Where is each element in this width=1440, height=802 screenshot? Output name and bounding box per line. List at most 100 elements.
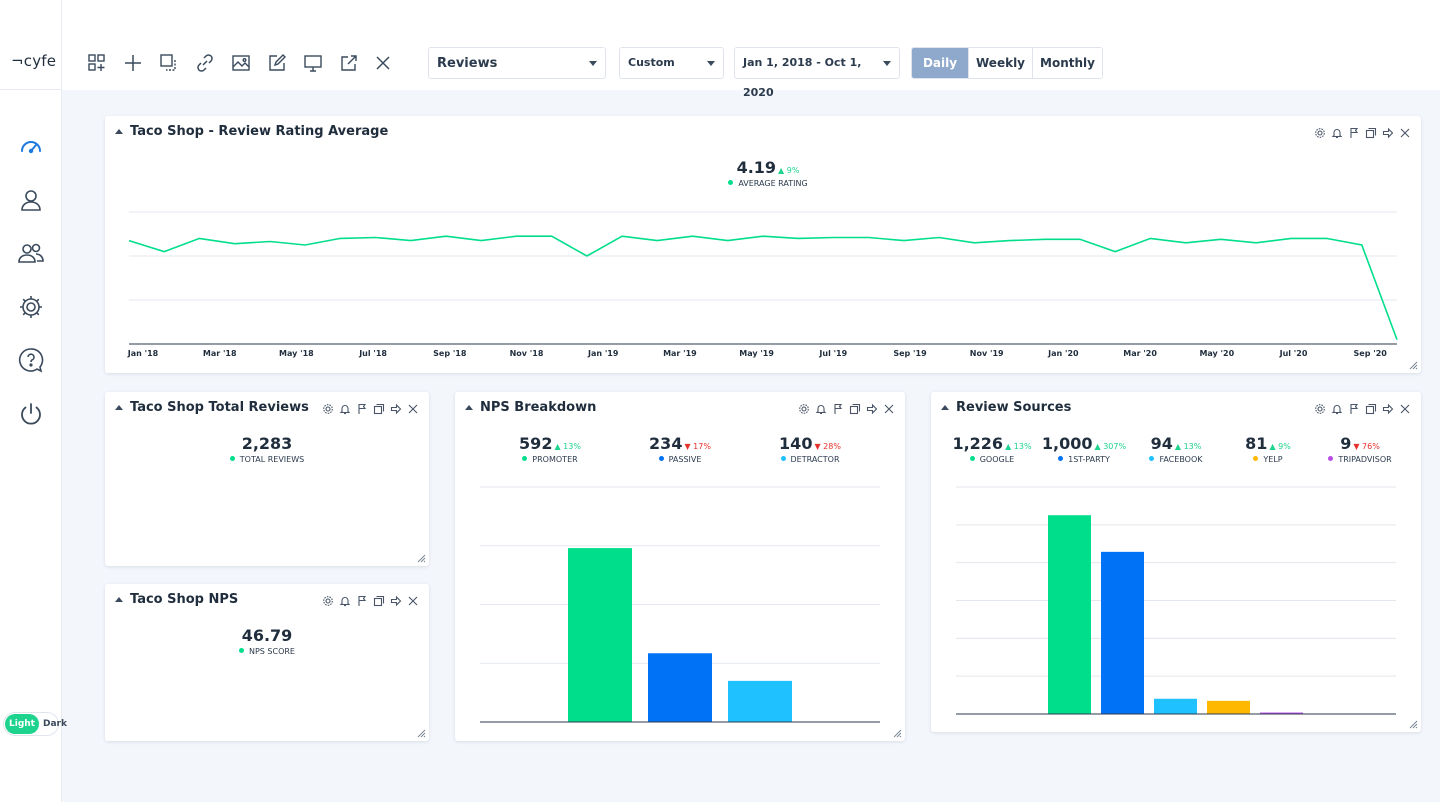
period-weekly-button[interactable]: Weekly [968, 48, 1033, 78]
close-icon[interactable] [406, 594, 419, 607]
widget-header[interactable]: NPS Breakdown [465, 400, 596, 415]
bar-facebook[interactable] [1154, 698, 1197, 714]
collapse-icon[interactable] [465, 405, 473, 410]
settings-icon[interactable] [1313, 402, 1326, 415]
copy-icon[interactable] [1364, 402, 1377, 415]
dashboard-speedometer-icon[interactable] [15, 130, 47, 162]
chevron-down-icon [707, 61, 715, 66]
settings-icon[interactable] [321, 402, 334, 415]
flag-icon[interactable] [355, 402, 368, 415]
widget-tools [321, 402, 419, 415]
x-tick-label: Sep '19 [893, 349, 927, 358]
link-icon[interactable] [193, 51, 217, 75]
export-arrow-icon[interactable] [389, 402, 402, 415]
theme-toggle[interactable]: Light Dark [3, 712, 67, 736]
collapse-icon[interactable] [115, 597, 123, 602]
collapse-icon[interactable] [941, 405, 949, 410]
period-monthly-button[interactable]: Monthly [1032, 48, 1102, 78]
bell-icon[interactable] [338, 594, 351, 607]
kpi-tripadvisor: 9 ▼ 76% TRIPADVISOR [1314, 434, 1406, 464]
resize-handle-icon[interactable] [1409, 361, 1418, 370]
widget-header[interactable]: Taco Shop NPS [115, 592, 238, 607]
gear-icon[interactable] [15, 291, 47, 323]
widget-header[interactable]: Taco Shop Total Reviews [115, 400, 309, 415]
resize-handle-icon[interactable] [1409, 720, 1418, 729]
flag-icon[interactable] [355, 594, 368, 607]
widget-header[interactable]: Taco Shop - Review Rating Average [115, 124, 388, 139]
bar-yelp[interactable] [1207, 700, 1250, 714]
export-arrow-icon[interactable] [389, 594, 402, 607]
widget-header[interactable]: Review Sources [941, 400, 1071, 415]
bar-google[interactable] [1048, 515, 1091, 714]
top-toolbar: Reviews Custom Jan 1, 2018 - Oct 1, 2020… [62, 0, 1440, 99]
kpi-value: 4.19 [736, 158, 777, 177]
legend-dot [229, 456, 235, 461]
close-icon[interactable] [882, 402, 895, 415]
x-tick-label: Jul '19 [818, 349, 847, 358]
settings-icon[interactable] [1313, 126, 1326, 139]
add-widget-icon[interactable] [85, 51, 109, 75]
help-icon[interactable] [15, 344, 47, 376]
close-icon[interactable] [1398, 402, 1411, 415]
copy-icon[interactable] [372, 594, 385, 607]
dashboard-select[interactable]: Reviews [428, 47, 606, 79]
widget-tools [797, 402, 895, 415]
x-tick-label: Mar '19 [663, 349, 697, 358]
duplicate-icon[interactable] [157, 51, 181, 75]
theme-dark-option[interactable]: Dark [42, 719, 67, 729]
resize-handle-icon[interactable] [417, 554, 426, 563]
copy-icon[interactable] [372, 402, 385, 415]
power-icon[interactable] [15, 398, 47, 430]
kpi-change: ▼ 28% [814, 442, 841, 451]
x-tick-label: Jan '19 [587, 349, 619, 358]
share-icon[interactable] [337, 51, 361, 75]
user-icon[interactable] [15, 184, 47, 216]
kpi-value: 94 [1150, 434, 1173, 453]
users-group-icon[interactable] [15, 237, 47, 269]
resize-handle-icon[interactable] [417, 729, 426, 738]
collapse-icon[interactable] [115, 405, 123, 410]
bell-icon[interactable] [1330, 402, 1343, 415]
copy-icon[interactable] [848, 402, 861, 415]
bar-1st-party[interactable] [1101, 551, 1144, 714]
export-arrow-icon[interactable] [1381, 402, 1394, 415]
x-tick-label: Jul '20 [1279, 349, 1308, 358]
bar-promoter[interactable] [568, 548, 632, 722]
kpi-label: YELP [1263, 455, 1283, 464]
plus-icon[interactable] [121, 51, 145, 75]
flag-icon[interactable] [1347, 126, 1360, 139]
bell-icon[interactable] [338, 402, 351, 415]
edit-icon[interactable] [265, 51, 289, 75]
close-icon[interactable] [1398, 126, 1411, 139]
period-daily-button[interactable]: Daily [912, 48, 968, 78]
cyfe-logo[interactable]: ¬cyfe [11, 52, 57, 70]
settings-icon[interactable] [797, 402, 810, 415]
resize-handle-icon[interactable] [893, 729, 902, 738]
legend-dot [1149, 456, 1155, 461]
x-tick-label: Nov '19 [970, 349, 1004, 358]
close-icon[interactable] [371, 51, 395, 75]
date-range-select[interactable]: Jan 1, 2018 - Oct 1, 2020 [734, 47, 900, 99]
kpi-value: 1,000 [1041, 434, 1093, 453]
flag-icon[interactable] [1347, 402, 1360, 415]
bell-icon[interactable] [814, 402, 827, 415]
bar-passive[interactable] [648, 653, 712, 722]
kpi-label: PASSIVE [668, 455, 702, 464]
copy-icon[interactable] [1364, 126, 1377, 139]
close-icon[interactable] [406, 402, 419, 415]
collapse-icon[interactable] [115, 129, 123, 134]
theme-light-option[interactable]: Light [5, 714, 39, 734]
widget-tools [321, 594, 419, 607]
bar-tripadvisor[interactable] [1260, 712, 1303, 714]
flag-icon[interactable] [831, 402, 844, 415]
bell-icon[interactable] [1330, 126, 1343, 139]
legend-dot [1058, 456, 1064, 461]
export-arrow-icon[interactable] [865, 402, 878, 415]
rating-series-line [128, 235, 1398, 340]
settings-icon[interactable] [321, 594, 334, 607]
export-arrow-icon[interactable] [1381, 126, 1394, 139]
monitor-icon[interactable] [301, 51, 325, 75]
bar-detractor[interactable] [728, 680, 792, 722]
range-type-select[interactable]: Custom [619, 47, 724, 79]
image-icon[interactable] [229, 51, 253, 75]
